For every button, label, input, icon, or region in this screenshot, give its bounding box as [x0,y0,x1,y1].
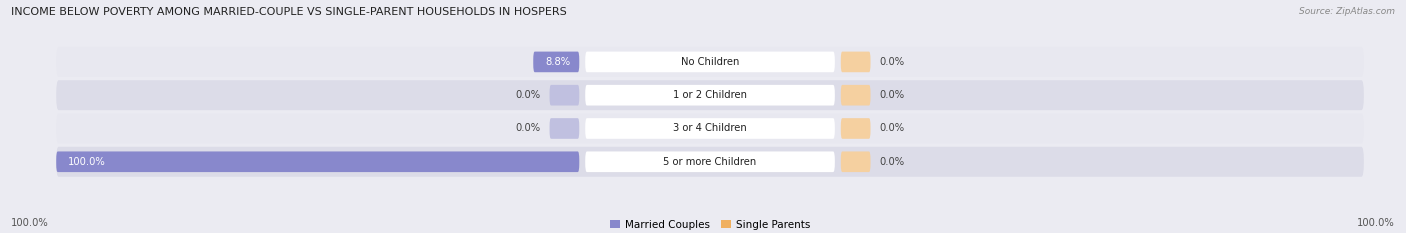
FancyBboxPatch shape [550,118,579,139]
Text: Source: ZipAtlas.com: Source: ZipAtlas.com [1299,7,1395,16]
FancyBboxPatch shape [56,113,1364,144]
FancyBboxPatch shape [533,51,579,72]
Text: 100.0%: 100.0% [11,218,49,228]
FancyBboxPatch shape [56,80,1364,110]
FancyBboxPatch shape [585,118,835,139]
Text: 0.0%: 0.0% [879,90,904,100]
Text: 100.0%: 100.0% [1357,218,1395,228]
Text: 0.0%: 0.0% [516,123,541,134]
FancyBboxPatch shape [585,151,835,172]
FancyBboxPatch shape [550,85,579,106]
Text: No Children: No Children [681,57,740,67]
Text: INCOME BELOW POVERTY AMONG MARRIED-COUPLE VS SINGLE-PARENT HOUSEHOLDS IN HOSPERS: INCOME BELOW POVERTY AMONG MARRIED-COUPL… [11,7,567,17]
FancyBboxPatch shape [841,51,870,72]
Text: 0.0%: 0.0% [516,90,541,100]
FancyBboxPatch shape [585,85,835,106]
Text: 0.0%: 0.0% [879,157,904,167]
Text: 100.0%: 100.0% [67,157,105,167]
Text: 0.0%: 0.0% [879,123,904,134]
Legend: Married Couples, Single Parents: Married Couples, Single Parents [610,220,810,230]
Text: 8.8%: 8.8% [546,57,571,67]
Text: 5 or more Children: 5 or more Children [664,157,756,167]
Text: 1 or 2 Children: 1 or 2 Children [673,90,747,100]
FancyBboxPatch shape [56,47,1364,77]
FancyBboxPatch shape [841,118,870,139]
FancyBboxPatch shape [841,151,870,172]
FancyBboxPatch shape [56,151,579,172]
FancyBboxPatch shape [56,147,1364,177]
Text: 3 or 4 Children: 3 or 4 Children [673,123,747,134]
FancyBboxPatch shape [841,85,870,106]
FancyBboxPatch shape [585,51,835,72]
Text: 0.0%: 0.0% [879,57,904,67]
